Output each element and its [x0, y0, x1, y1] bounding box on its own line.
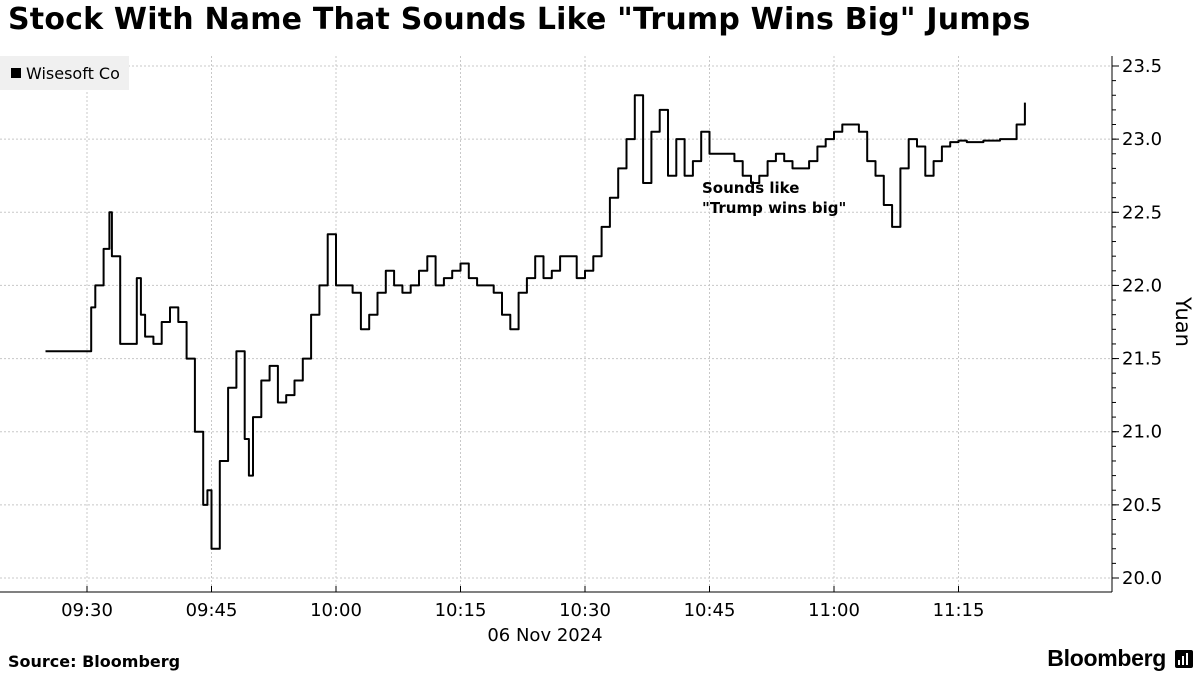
annotation-line: Sounds like: [702, 179, 799, 197]
y-tick-label: 23.5: [1122, 56, 1162, 77]
x-tick-label: 09:45: [186, 600, 238, 621]
bloomberg-bars-icon: [1175, 650, 1193, 668]
x-tick-label: 10:45: [684, 600, 736, 621]
y-tick-label: 22.5: [1122, 202, 1162, 223]
y-tick-label: 21.5: [1122, 349, 1162, 370]
brand-logo-text: Bloomberg: [1047, 645, 1166, 671]
y-tick-label: 20.0: [1122, 568, 1162, 589]
legend-label: Wisesoft Co: [26, 63, 120, 83]
legend-swatch: [11, 68, 21, 78]
source-label: Source: Bloomberg: [8, 652, 181, 671]
chart-title: Stock With Name That Sounds Like "Trump …: [8, 2, 1031, 37]
x-tick-label: 10:30: [559, 600, 611, 621]
y-tick-label: 20.5: [1122, 495, 1162, 516]
y-tick-label: 22.0: [1122, 275, 1162, 296]
x-tick-label: 10:00: [310, 600, 362, 621]
annotation-line: "Trump wins big": [702, 199, 846, 217]
x-axis-label: 06 Nov 2024: [487, 625, 602, 646]
legend: Wisesoft Co: [0, 56, 129, 90]
x-tick-label: 09:30: [61, 600, 113, 621]
y-tick-label: 23.0: [1122, 129, 1162, 150]
series-line-wisesoft-co: [45, 94, 1026, 550]
x-tick-label: 10:15: [435, 600, 487, 621]
y-tick-label: 21.0: [1122, 422, 1162, 443]
x-tick-label: 11:15: [933, 600, 985, 621]
x-tick-label: 11:00: [808, 600, 860, 621]
y-axis-label: Yuan: [1171, 296, 1195, 347]
